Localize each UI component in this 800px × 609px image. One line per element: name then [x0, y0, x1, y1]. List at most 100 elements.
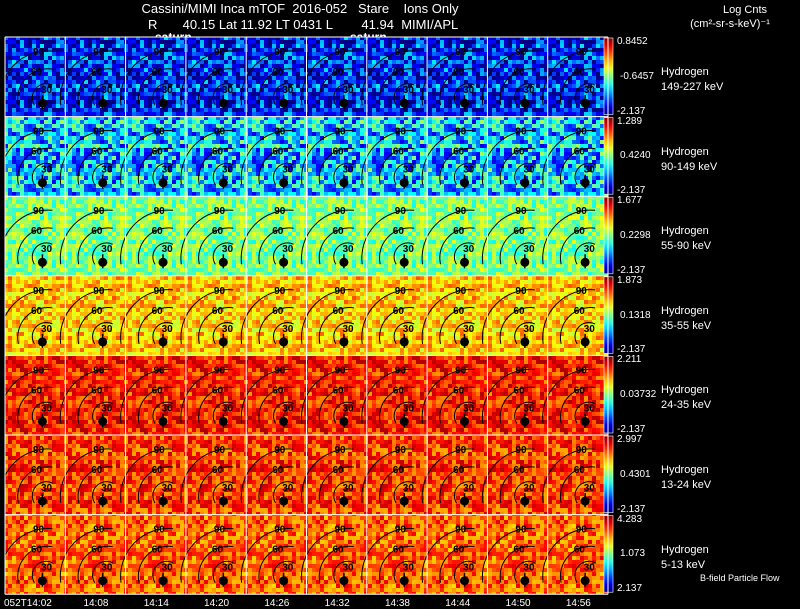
contour-label: 30	[463, 244, 475, 255]
contour-line	[180, 368, 234, 424]
panel-image	[65, 275, 126, 356]
contour-line	[559, 307, 596, 344]
contour-line	[514, 162, 536, 185]
panel-image	[306, 355, 367, 435]
image-panel: 90 60 30	[180, 514, 247, 595]
time-tick-label: 14:14	[143, 598, 169, 609]
contour-line	[514, 560, 536, 583]
contour-line	[393, 401, 415, 424]
panel-image	[366, 275, 428, 356]
contour-label: 60	[91, 147, 103, 158]
panel-image	[246, 514, 307, 595]
contour-line	[180, 209, 234, 265]
contour-label: 60	[152, 545, 164, 556]
panel-image	[185, 116, 247, 197]
contour-line	[240, 130, 294, 185]
colorbar-mid-label: 0.4240	[620, 150, 651, 162]
contour-line	[31, 401, 53, 424]
image-panel: 90 60 30	[120, 514, 186, 595]
contour-line	[439, 307, 475, 344]
image-panel: 90 60 30	[481, 275, 548, 356]
image-panel: 90 60 30	[542, 275, 608, 356]
contour-line	[258, 545, 294, 583]
contour-label: 60	[152, 306, 164, 317]
contour-line	[574, 242, 596, 265]
contour-line	[273, 560, 294, 583]
image-panel: 90 60 30	[120, 116, 186, 197]
contour-label: 30	[162, 483, 174, 494]
contour-label: 30	[101, 483, 113, 494]
panel-image	[427, 196, 488, 276]
contour-label: 30	[584, 165, 596, 176]
contour-line	[77, 545, 113, 583]
contour-line	[393, 321, 415, 345]
contour-label: 90	[455, 445, 467, 456]
contour-line	[301, 448, 354, 504]
contour-line	[333, 560, 355, 583]
image-panel: 90 60 30	[421, 514, 488, 595]
panel-image	[427, 116, 488, 197]
contour-label: 30	[282, 563, 294, 574]
contour-line	[361, 50, 415, 106]
contour-line	[542, 130, 596, 185]
image-panel: 90 60 30	[120, 196, 186, 276]
panel-image	[185, 37, 247, 117]
contour-line	[379, 68, 415, 106]
contour-label: 90	[214, 286, 226, 297]
contour-label: 30	[523, 244, 535, 255]
contour-line	[120, 209, 174, 265]
contour-label: 60	[453, 465, 465, 476]
contour-label: 60	[272, 306, 284, 317]
panel-image	[427, 37, 488, 117]
contour-line	[542, 368, 596, 424]
image-panel: 90 60 30	[240, 196, 307, 276]
contour-label: 60	[453, 385, 465, 396]
image-panel: 90 60 30	[59, 435, 126, 515]
contour-line	[361, 448, 415, 504]
contour-label: 60	[152, 147, 164, 158]
colorbar-units-title: Log Cnts	[722, 4, 768, 16]
panel-image	[487, 514, 548, 595]
contour-line	[318, 466, 354, 504]
contour-label: 90	[455, 525, 467, 536]
contour-label: 30	[282, 165, 294, 176]
contour-label: 90	[515, 47, 527, 58]
contour-label: 90	[154, 206, 166, 217]
image-panel: 90 60 30	[59, 196, 126, 276]
contour-line	[559, 545, 596, 583]
contour-line	[180, 448, 234, 504]
contour-line	[439, 227, 475, 265]
contour-line	[559, 386, 596, 424]
contour-line	[273, 321, 294, 345]
contour-line	[92, 162, 113, 185]
contour-line	[152, 162, 174, 185]
contour-line	[514, 401, 536, 424]
colorbar-min-label: -2.137	[617, 264, 646, 276]
contour-label: 30	[162, 165, 174, 176]
contour-label: 60	[31, 545, 43, 556]
image-panel: 90 60 30	[0, 355, 66, 435]
contour-line	[92, 321, 113, 345]
contour-label: 60	[272, 545, 284, 556]
contour-label: 60	[333, 465, 345, 476]
contour-line	[439, 545, 475, 583]
contour-label: 30	[523, 165, 535, 176]
contour-line	[421, 50, 475, 106]
contour-label: 30	[101, 403, 113, 414]
contour-line	[439, 147, 475, 185]
colorbar-mid-label: 0.03732	[620, 389, 657, 401]
panel-image	[125, 196, 186, 276]
panel-image	[366, 116, 428, 197]
contour-line	[499, 545, 535, 583]
image-panel: 90 60 30	[361, 116, 428, 197]
contour-label: 30	[222, 483, 234, 494]
time-tick-label: 14:32	[324, 598, 350, 609]
contour-label: 90	[274, 127, 286, 138]
panel-image	[246, 196, 307, 276]
image-panel: 90 60 30	[421, 196, 488, 276]
contour-label: 90	[214, 365, 226, 376]
contour-label: 90	[395, 525, 407, 536]
contour-label: 60	[152, 465, 164, 476]
contour-label: 60	[212, 226, 224, 237]
